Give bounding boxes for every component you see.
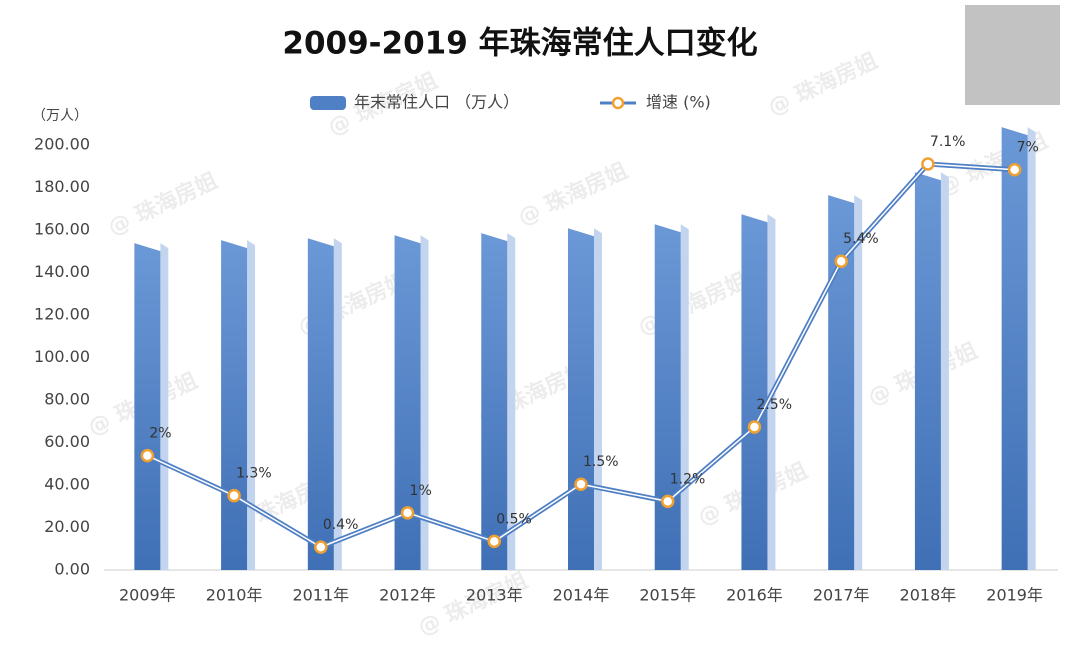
y-tick-label: 60.00: [44, 432, 90, 451]
legend-label: 增速 (%): [646, 93, 711, 112]
bar: [134, 243, 161, 570]
x-tick-label: 2015年: [639, 586, 696, 605]
bar-side: [594, 228, 602, 570]
line-marker: [227, 488, 241, 503]
watermark: @ 珠海房姐: [104, 168, 222, 241]
line-marker: [314, 540, 328, 554]
bar: [828, 195, 855, 570]
line-marker: [921, 157, 935, 171]
data-label: 2%: [149, 426, 171, 442]
x-tick-label: 2019年: [986, 586, 1043, 605]
bar-side: [680, 224, 689, 570]
bar-side: [854, 195, 863, 570]
bar: [654, 224, 681, 570]
line-marker: [140, 448, 155, 463]
legend-swatch: [310, 96, 346, 110]
bar-side: [333, 238, 342, 570]
qr-placeholder: [965, 5, 1060, 105]
watermark: @ 珠海房姐: [514, 158, 632, 231]
bar: [221, 240, 248, 571]
chart-title: 2009-2019 年珠海常住人口变化: [282, 26, 757, 62]
data-label: 1.3%: [236, 466, 272, 482]
y-tick-label: 200.00: [34, 135, 90, 154]
line-marker: [747, 420, 762, 434]
line-marker: [400, 506, 415, 520]
y-tick-label: 160.00: [34, 220, 90, 239]
data-label: 7.1%: [930, 134, 966, 150]
x-tick-label: 2009年: [119, 586, 176, 605]
y-tick-label: 80.00: [44, 390, 90, 409]
x-tick-label: 2018年: [900, 586, 957, 605]
data-label: 7%: [1017, 140, 1039, 156]
line-marker: [574, 477, 588, 491]
y-tick-label: 20.00: [44, 517, 90, 536]
y-tick-label: 180.00: [34, 177, 90, 196]
y-tick-label: 120.00: [34, 305, 90, 324]
bar: [307, 238, 334, 570]
x-tick-label: 2014年: [553, 586, 610, 605]
line-marker: [660, 494, 675, 509]
x-tick-label: 2010年: [206, 586, 263, 605]
bar: [394, 235, 421, 571]
watermark: @ 珠海房姐: [634, 268, 752, 341]
y-tick-label: 140.00: [34, 262, 90, 281]
bar-side: [940, 172, 949, 570]
y-tick-label: 100.00: [34, 347, 90, 366]
x-tick-label: 2016年: [726, 586, 783, 605]
data-label: 2.5%: [756, 397, 792, 413]
data-label: 5.4%: [843, 231, 879, 247]
bar-side: [247, 240, 256, 571]
x-tick-label: 2011年: [292, 586, 349, 605]
x-tick-label: 2013年: [466, 586, 523, 605]
data-label: 0.4%: [323, 517, 359, 533]
y-axis-label: （万人）: [32, 108, 88, 124]
bar-side: [507, 233, 516, 570]
line-marker: [1007, 162, 1022, 177]
data-label: 1%: [410, 483, 432, 499]
watermark: @ 珠海房姐: [764, 48, 882, 121]
data-label: 0.5%: [496, 511, 532, 527]
bar: [481, 233, 508, 570]
y-tick-label: 40.00: [44, 475, 90, 494]
legend-label: 年末常住人口 （万人）: [354, 93, 519, 112]
bar: [568, 228, 594, 570]
line-marker: [487, 534, 502, 549]
data-label: 1.5%: [583, 454, 619, 470]
legend-marker: [611, 96, 625, 110]
x-tick-label: 2017年: [813, 586, 870, 605]
line-marker: [834, 254, 848, 268]
bar: [741, 214, 768, 570]
bar-side: [1027, 127, 1036, 570]
y-tick-label: 0.00: [54, 560, 90, 579]
bar: [1001, 127, 1028, 570]
bar-side: [160, 243, 169, 570]
x-tick-label: 2012年: [379, 586, 436, 605]
data-label: 1.2%: [670, 471, 706, 487]
bar-side: [420, 235, 429, 571]
bar: [914, 172, 941, 570]
